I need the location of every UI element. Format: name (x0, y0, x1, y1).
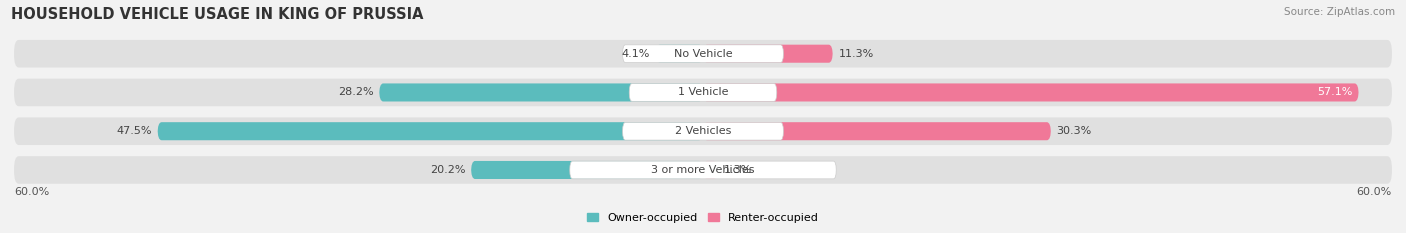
FancyBboxPatch shape (623, 45, 783, 63)
FancyBboxPatch shape (703, 45, 832, 63)
Text: HOUSEHOLD VEHICLE USAGE IN KING OF PRUSSIA: HOUSEHOLD VEHICLE USAGE IN KING OF PRUSS… (11, 7, 423, 22)
Text: 3 or more Vehicles: 3 or more Vehicles (651, 165, 755, 175)
FancyBboxPatch shape (703, 161, 718, 179)
Text: 30.3%: 30.3% (1057, 126, 1092, 136)
FancyBboxPatch shape (14, 40, 1392, 68)
FancyBboxPatch shape (380, 83, 703, 102)
Text: Source: ZipAtlas.com: Source: ZipAtlas.com (1284, 7, 1395, 17)
FancyBboxPatch shape (14, 79, 1392, 106)
FancyBboxPatch shape (657, 45, 703, 63)
FancyBboxPatch shape (703, 83, 1358, 102)
Text: 47.5%: 47.5% (117, 126, 152, 136)
Legend: Owner-occupied, Renter-occupied: Owner-occupied, Renter-occupied (582, 209, 824, 227)
FancyBboxPatch shape (569, 161, 837, 179)
FancyBboxPatch shape (14, 117, 1392, 145)
Text: 2 Vehicles: 2 Vehicles (675, 126, 731, 136)
FancyBboxPatch shape (471, 161, 703, 179)
Text: 1 Vehicle: 1 Vehicle (678, 87, 728, 97)
Text: 1.3%: 1.3% (724, 165, 752, 175)
Text: 20.2%: 20.2% (430, 165, 465, 175)
FancyBboxPatch shape (157, 122, 703, 140)
FancyBboxPatch shape (14, 156, 1392, 184)
FancyBboxPatch shape (623, 122, 783, 140)
Text: 60.0%: 60.0% (14, 187, 49, 197)
Text: 11.3%: 11.3% (838, 49, 873, 59)
Text: No Vehicle: No Vehicle (673, 49, 733, 59)
FancyBboxPatch shape (630, 84, 776, 101)
Text: 57.1%: 57.1% (1317, 87, 1353, 97)
Text: 4.1%: 4.1% (621, 49, 650, 59)
Text: 60.0%: 60.0% (1357, 187, 1392, 197)
FancyBboxPatch shape (703, 122, 1050, 140)
Text: 28.2%: 28.2% (337, 87, 374, 97)
